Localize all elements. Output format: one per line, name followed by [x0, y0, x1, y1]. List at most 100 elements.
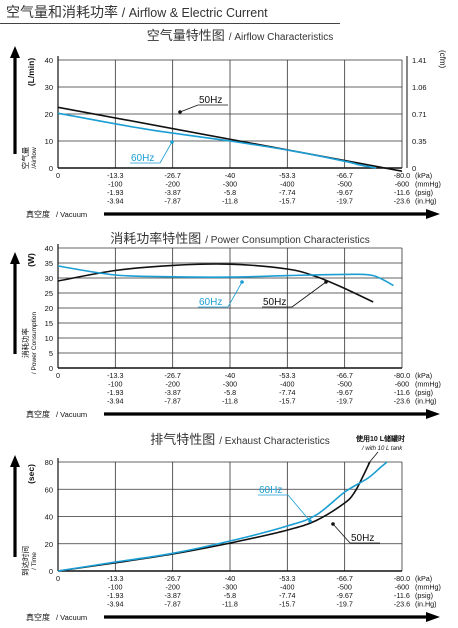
chart2-xtick-label: -300 [223, 380, 237, 389]
chart3-xtick-label: -15.7 [279, 600, 295, 609]
chart2-ytick-label: 20 [45, 304, 53, 313]
chart1-x-unit: (psig) [415, 188, 433, 197]
chart2-ytick-label: 40 [45, 244, 53, 253]
chart2-series-60hz [57, 265, 394, 287]
chart3-leader-50hz [332, 523, 351, 544]
chart3-leader-60hz [287, 494, 311, 522]
chart1-ytick-label: 30 [45, 83, 53, 92]
chart2-x-unit: (kPa) [415, 371, 432, 380]
chart3-y-arrow-head [10, 455, 20, 467]
chart3-ytick-label: 60 [45, 485, 53, 494]
chart2-xtick-label: -13.3 [107, 371, 123, 380]
chart1-y2tick-label: 1.41 [412, 56, 427, 65]
chart1-xtick-label: -13.3 [107, 171, 123, 180]
chart3-xtick-label: -9.67 [336, 591, 352, 600]
page-title-en: / Airflow & Electric Current [121, 6, 268, 20]
chart1-title-cn: 空气量特性图 [147, 28, 225, 44]
chart2-xtick-label: -11.6 [394, 388, 410, 397]
chart3-x-unit: (in.Hg) [415, 600, 437, 609]
chart1-label-50hz: 50Hz [199, 95, 222, 106]
chart2-xtick-label: -7.87 [164, 397, 180, 406]
chart1-xtick-label: -11.8 [222, 197, 238, 206]
chart3-ytick-label: 20 [45, 540, 53, 549]
chart1-leader-dot-60hz [170, 140, 174, 144]
chart2-xtick-label: -3.87 [164, 388, 180, 397]
chart1-ytick-label: 0 [49, 164, 53, 173]
chart3-series-60hz [57, 461, 388, 572]
chart3-xtick-label: -40 [225, 574, 235, 583]
chart1-y-name-cn: 空气量 [20, 146, 30, 169]
chart3-note-cn: 使用10 L储罐时 [355, 434, 405, 443]
chart2-leader-dot-60hz [240, 280, 244, 284]
chart2-xtick-label: -11.8 [222, 397, 238, 406]
chart3-xtick-label: -13.3 [107, 574, 123, 583]
chart2-xtick-label: -66.7 [336, 371, 352, 380]
chart2-y-arrow-head [10, 252, 20, 264]
chart3-xtick-label: -19.7 [336, 600, 352, 609]
chart3-xtick-label: -80.0 [394, 574, 410, 583]
chart1-xtick-label: -5.8 [224, 188, 236, 197]
chart1-xtick-label: -100 [108, 180, 122, 189]
chart2-x-unit: (in.Hg) [415, 397, 437, 406]
chart2-x-unit: (psig) [415, 388, 433, 397]
chart1-xtick-label: -7.74 [279, 188, 295, 197]
chart2-ytick-label: 10 [45, 334, 53, 343]
chart2-xtick-label: -40 [225, 371, 235, 380]
chart1-xtick-label: 0 [56, 171, 60, 180]
chart2-y-name-cn: 消耗功率 [20, 328, 30, 358]
chart3-leader-dot-60hz [308, 519, 312, 523]
chart1-x-unit: (mmHg) [415, 180, 441, 189]
chart1-xtick-label: -500 [337, 180, 351, 189]
chart1-subtitle: / Airflow Characteristics [229, 32, 333, 43]
chart1-xtick-label: -300 [223, 180, 237, 189]
chart2-title-cn: 消耗功率特性图 [110, 231, 201, 247]
chart1-y2tick-label: 0.71 [412, 110, 427, 119]
chart1-ytick-label: 20 [45, 110, 53, 119]
chart3-xtick-label: -26.7 [164, 574, 180, 583]
chart1-x-unit: (in.Hg) [415, 197, 437, 206]
chart1-x-title-cn: 真空度 [26, 209, 50, 219]
chart1-xtick-label: -11.6 [394, 188, 410, 197]
chart3-xtick-label: -23.6 [394, 600, 410, 609]
chart3-x-unit: (psig) [415, 591, 433, 600]
chart3-xtick-label: -400 [280, 583, 294, 592]
chart3-xtick-label: -11.6 [394, 591, 410, 600]
chart3-subtitle: / Exhaust Characteristics [219, 436, 330, 447]
chart2-ytick-label: 30 [45, 274, 53, 283]
chart3-xtick-label: -5.8 [224, 591, 236, 600]
chart2-xtick-label: -19.7 [336, 397, 352, 406]
chart2-xtick-label: -9.67 [336, 388, 352, 397]
chart2-y-name-en: / Power Consumption [31, 312, 38, 375]
chart3-title-cn: 排气特性图 [150, 432, 215, 448]
chart1-title: 空气量特性图 / Airflow Characteristics [147, 28, 333, 44]
chart2-leader-dot-50hz [324, 280, 328, 284]
chart3-leader-dot-50hz [331, 522, 335, 526]
chart2-ytick-label: 5 [49, 349, 53, 358]
chart1-xtick-label: -600 [395, 180, 409, 189]
page-title: 空气量和消耗功率 / Airflow & Electric Current [6, 2, 268, 22]
chart1-xtick-label: -1.93 [107, 188, 123, 197]
chart1-y-arrow-head [10, 46, 20, 58]
chart3-ytick-label: 0 [49, 567, 53, 576]
chart2-xtick-label: -600 [395, 380, 409, 389]
chart2-label-60hz: 60Hz [199, 297, 222, 308]
chart1-x-unit: (kPa) [415, 171, 432, 180]
chart3-title: 排气特性图 / Exhaust Characteristics [150, 432, 330, 448]
chart3-y-unit: (sec) [26, 464, 36, 484]
chart3-xtick-label: -600 [395, 583, 409, 592]
chart3-xtick-label: -300 [223, 583, 237, 592]
chart1-x-title-en: / Vacuum [56, 210, 87, 219]
page-title-cn: 空气量和消耗功率 [6, 5, 118, 21]
chart2-y-unit: (W) [26, 253, 36, 267]
chart2-title: 消耗功率特性图 / Power Consumption Characteristi… [110, 231, 370, 247]
chart1-xtick-label: -400 [280, 180, 294, 189]
chart2-xtick-label: 0 [56, 371, 60, 380]
chart3-x-unit: (kPa) [415, 574, 432, 583]
chart1-y-name-en: /Airflow [31, 147, 38, 169]
chart3-x-unit: (mmHg) [415, 583, 441, 592]
chart1-xtick-label: -80.0 [394, 171, 410, 180]
chart3-xtick-label: -200 [165, 583, 179, 592]
chart2-ytick-label: 35 [45, 259, 53, 268]
chart2-x-unit: (mmHg) [415, 380, 441, 389]
chart3-label-60hz: 60Hz [259, 485, 282, 496]
